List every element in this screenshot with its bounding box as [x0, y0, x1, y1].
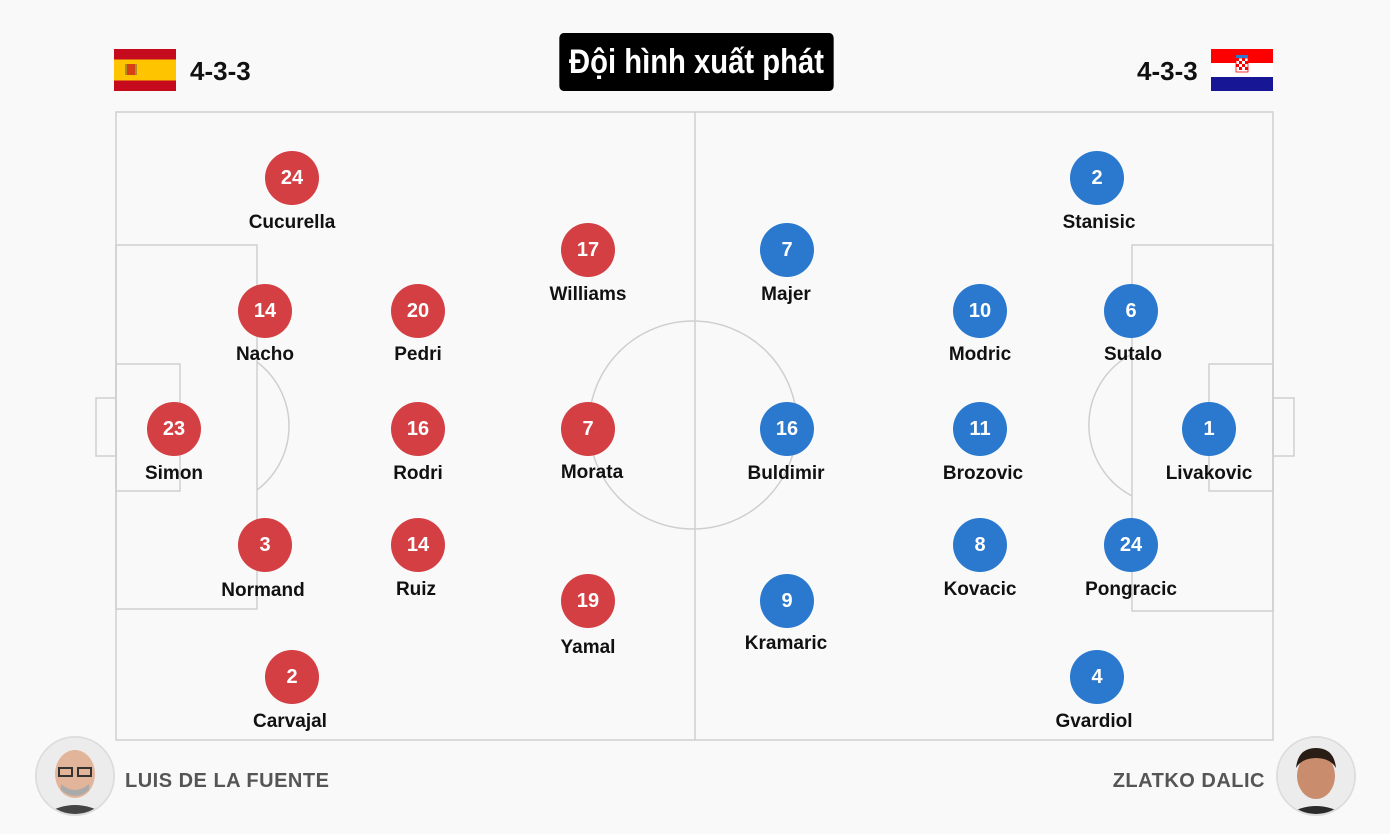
player-name: Brozovic: [942, 463, 1024, 484]
player-number: 4: [1070, 650, 1124, 704]
player-name: Yamal: [560, 637, 616, 658]
player-name: Livakovic: [1165, 463, 1253, 484]
player-number: 16: [391, 402, 445, 456]
player-number: 7: [760, 223, 814, 277]
player-number: 20: [391, 284, 445, 338]
player-name: Kramaric: [744, 633, 828, 654]
player-name: Stanisic: [1062, 212, 1136, 233]
player-name: Carvajal: [253, 711, 327, 732]
spain-flag-icon: [114, 49, 176, 91]
player-name: Pedri: [394, 344, 442, 365]
player-number: 16: [760, 402, 814, 456]
away-formation: 4-3-3: [1137, 56, 1198, 86]
player-name: Pongracic: [1085, 579, 1177, 600]
player-name: Nacho: [235, 344, 295, 365]
player-name: Gvardiol: [1055, 711, 1133, 732]
player-number: 1: [1182, 402, 1236, 456]
player-name: Williams: [549, 284, 627, 305]
player-name: Sutalo: [1103, 344, 1163, 365]
player-number: 7: [561, 402, 615, 456]
player-name: Kovacic: [943, 579, 1017, 600]
player-number: 24: [1104, 518, 1158, 572]
player-name: Majer: [761, 284, 811, 305]
player-name: Modric: [948, 344, 1012, 365]
home-coach-avatar: [35, 736, 115, 816]
player-number: 6: [1104, 284, 1158, 338]
player-name: Cucurella: [248, 212, 336, 233]
away-coach-avatar: [1276, 736, 1356, 816]
player-number: 3: [238, 518, 292, 572]
player-number: 14: [391, 518, 445, 572]
player-name: Ruiz: [395, 579, 437, 600]
player-name: Normand: [221, 580, 305, 601]
away-coach-name: ZLATKO DALIC: [1112, 770, 1265, 792]
player-name: Simon: [144, 463, 204, 484]
player-number: 14: [238, 284, 292, 338]
player-name: Rodri: [393, 463, 443, 484]
page-title: Đội hình xuất phát: [559, 33, 834, 91]
player-name: Buldimir: [747, 463, 825, 484]
player-number: 23: [147, 402, 201, 456]
player-number: 17: [561, 223, 615, 277]
player-number: 10: [953, 284, 1007, 338]
croatia-flag-icon: [1211, 49, 1273, 91]
player-number: 8: [953, 518, 1007, 572]
player-number: 19: [561, 574, 615, 628]
player-number: 2: [1070, 151, 1124, 205]
player-number: 2: [265, 650, 319, 704]
player-number: 11: [953, 402, 1007, 456]
home-formation: 4-3-3: [190, 56, 251, 86]
player-name: Morata: [560, 462, 624, 483]
player-number: 24: [265, 151, 319, 205]
player-number: 9: [760, 574, 814, 628]
home-coach-name: LUIS DE LA FUENTE: [125, 770, 330, 792]
